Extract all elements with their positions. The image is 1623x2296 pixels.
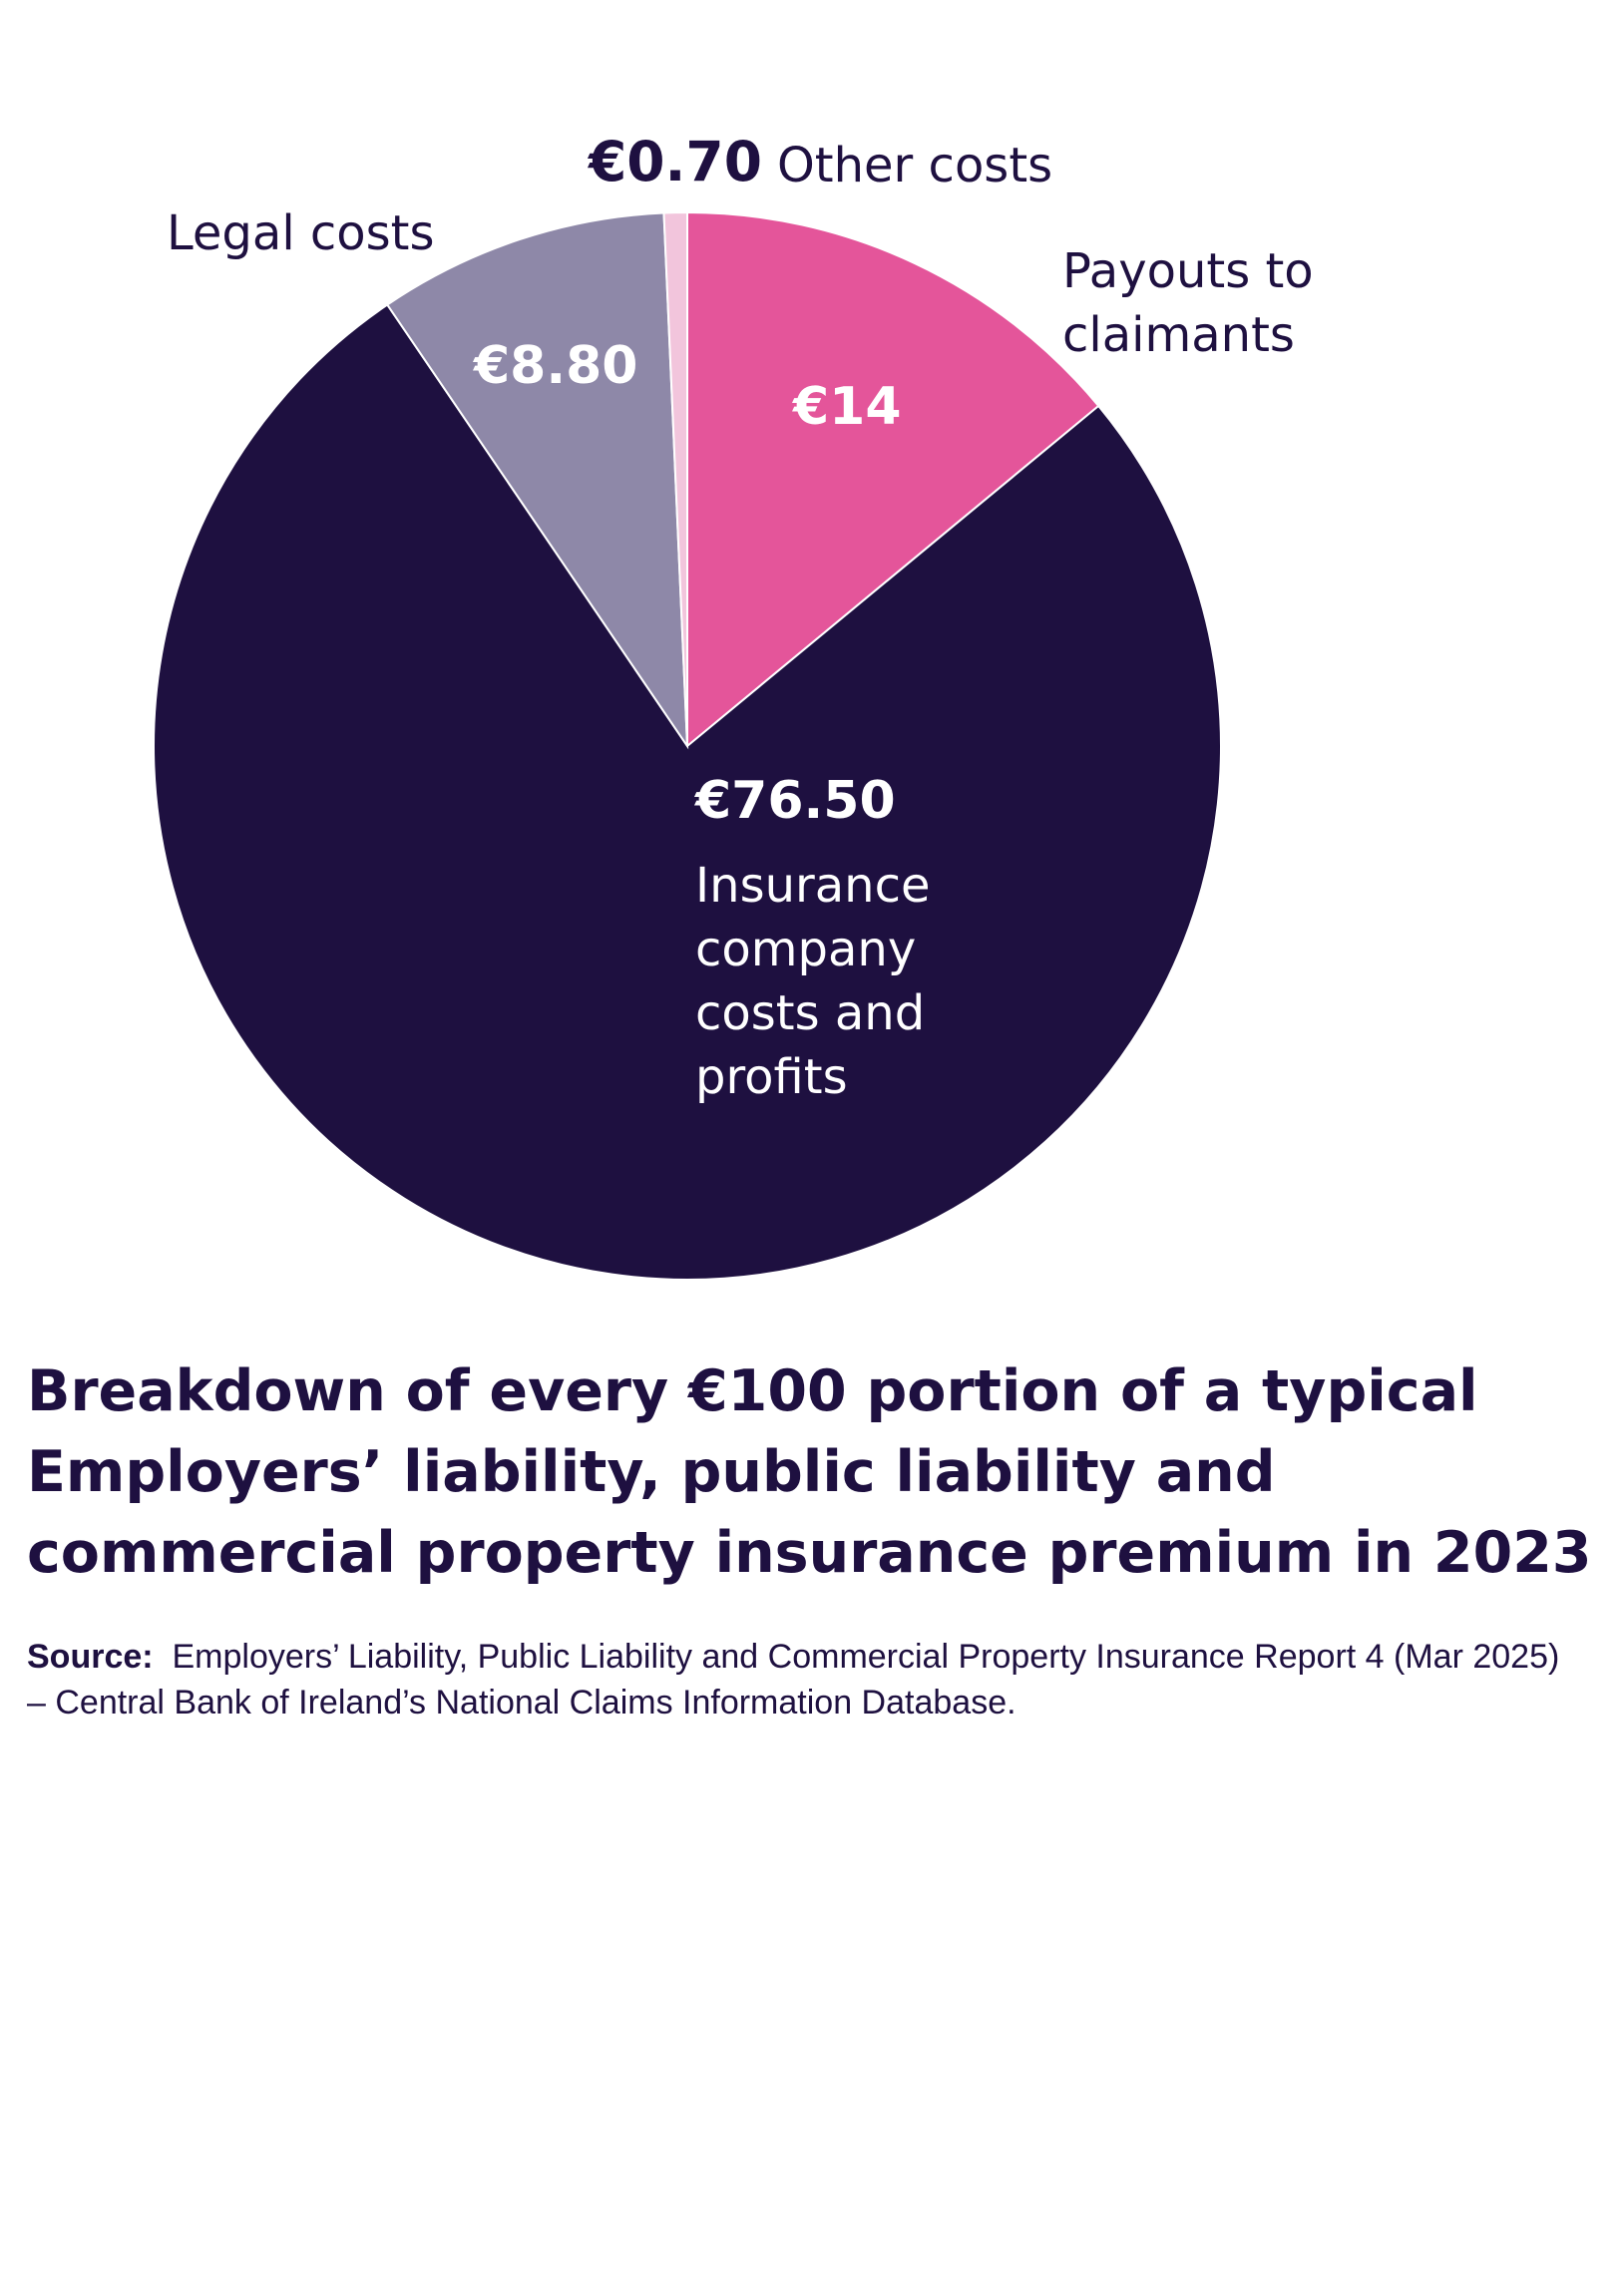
source: Source: Employers’ Liability, Public Lia… bbox=[27, 1634, 1583, 1725]
category-label: Legal costs bbox=[167, 205, 435, 261]
source-text: Employers’ Liability, Public Liability a… bbox=[27, 1638, 1560, 1722]
value-label: €0.70 bbox=[589, 130, 762, 193]
pie-slice bbox=[385, 211, 689, 750]
pie-slice bbox=[153, 303, 1222, 1282]
value-label: €76.50 bbox=[695, 771, 896, 831]
value-label: €8.80 bbox=[474, 336, 638, 396]
pie-slice bbox=[686, 210, 1100, 749]
category-label: Insurance company costs and profits bbox=[695, 858, 931, 1105]
source-label: Source: bbox=[27, 1638, 154, 1676]
category-label: Payouts to claimants bbox=[1062, 243, 1314, 363]
category-label: Other costs bbox=[777, 138, 1053, 193]
value-label: €14 bbox=[793, 377, 902, 437]
pie-slice bbox=[662, 210, 688, 747]
pie-chart bbox=[153, 210, 1222, 1282]
chart-title: Breakdown of every €100 portion of a typ… bbox=[27, 1358, 1592, 1586]
